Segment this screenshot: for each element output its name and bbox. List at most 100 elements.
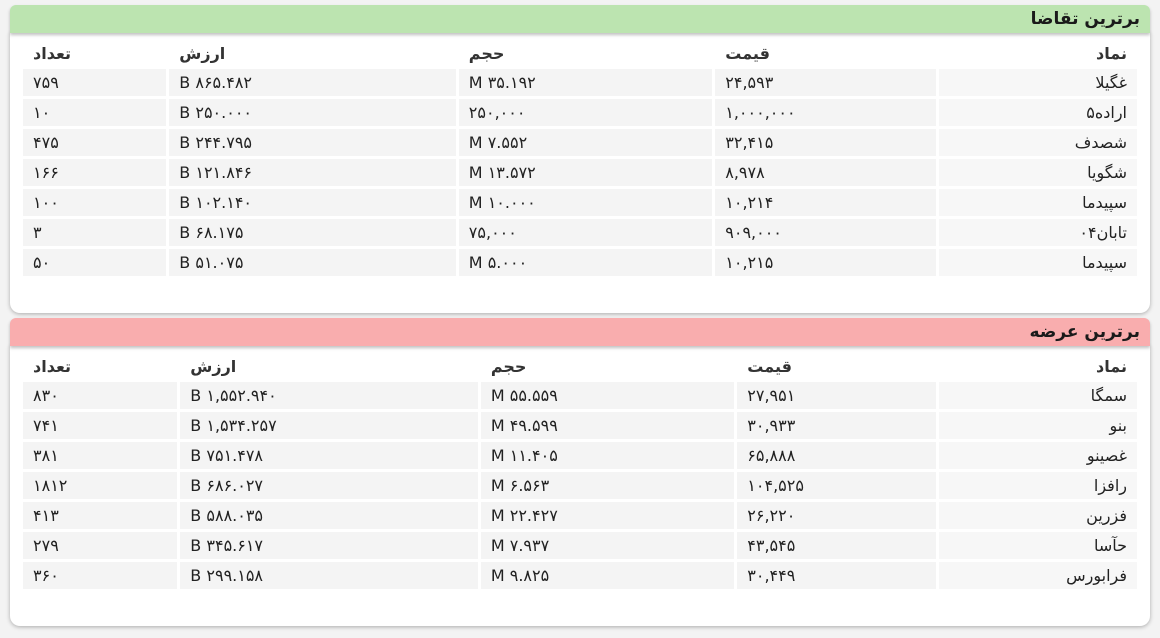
cell-price: ۱۰,۲۱۵ — [715, 249, 936, 276]
cell-count: ۱۰ — [23, 99, 167, 126]
cell-volume: ۱۳.۵۷۲ M — [458, 159, 713, 186]
cell-count: ۴۷۵ — [23, 129, 167, 156]
cell-count: ۸۳۰ — [23, 382, 178, 409]
cell-volume: ۷۵,۰۰۰ — [458, 219, 713, 246]
cell-value: ۵۱.۰۷۵ B — [169, 249, 456, 276]
table-row[interactable]: غگیلا ۲۴,۵۹۳ ۳۵.۱۹۲ M ۸۶۵.۴۸۲ B ۷۵۹ — [23, 69, 1137, 96]
column-header-count[interactable]: تعداد — [33, 356, 71, 376]
column-header-price[interactable]: قیمت — [747, 356, 792, 376]
cell-count: ۱۸۱۲ — [23, 472, 178, 499]
cell-volume: ۳۵.۱۹۲ M — [458, 69, 713, 96]
cell-value: ۵۸۸.۰۳۵ B — [180, 502, 478, 529]
cell-value: ۱,۵۳۴.۲۵۷ B — [180, 412, 478, 439]
table-row[interactable]: سمگا ۲۷,۹۵۱ ۵۵.۵۵۹ M ۱,۵۵۲.۹۴۰ B ۸۳۰ — [23, 382, 1137, 409]
top-demand-title: برترین تقاضا — [10, 5, 1150, 33]
cell-volume: ۷.۹۳۷ M — [480, 532, 735, 559]
table-row[interactable]: بنو ۳۰,۹۳۳ ۴۹.۵۹۹ M ۱,۵۳۴.۲۵۷ B ۷۴۱ — [23, 412, 1137, 439]
cell-symbol[interactable]: فزرین — [938, 502, 1137, 529]
table-row[interactable]: سپیدما ۱۰,۲۱۵ ۵.۰۰۰ M ۵۱.۰۷۵ B ۵۰ — [23, 249, 1137, 276]
cell-count: ۴۱۳ — [23, 502, 178, 529]
table-row[interactable]: تابان۰۴ ۹۰۹,۰۰۰ ۷۵,۰۰۰ ۶۸.۱۷۵ B ۳ — [23, 219, 1137, 246]
top-supply-table: نماد قیمت حجم ارزش تعداد سمگا ۲۷,۹۵۱ ۵۵.… — [20, 350, 1140, 592]
cell-value: ۷۵۱.۴۷۸ B — [180, 442, 478, 469]
table-header-row: نماد قیمت حجم ارزش تعداد — [23, 353, 1137, 379]
cell-value: ۱,۵۵۲.۹۴۰ B — [180, 382, 478, 409]
cell-price: ۲۶,۲۲۰ — [737, 502, 936, 529]
top-supply-body: نماد قیمت حجم ارزش تعداد سمگا ۲۷,۹۵۱ ۵۵.… — [10, 346, 1150, 626]
cell-price: ۱,۰۰۰,۰۰۰ — [715, 99, 936, 126]
column-header-volume[interactable]: حجم — [468, 43, 505, 63]
cell-count: ۵۰ — [23, 249, 167, 276]
cell-count: ۳ — [23, 219, 167, 246]
cell-price: ۴۳,۵۴۵ — [737, 532, 936, 559]
cell-count: ۱۶۶ — [23, 159, 167, 186]
table-row[interactable]: شگویا ۸,۹۷۸ ۱۳.۵۷۲ M ۱۲۱.۸۴۶ B ۱۶۶ — [23, 159, 1137, 186]
table-header-row: نماد قیمت حجم ارزش تعداد — [23, 40, 1137, 66]
cell-symbol[interactable]: سمگا — [938, 382, 1137, 409]
cell-symbol[interactable]: شصدف — [938, 129, 1137, 156]
cell-symbol[interactable]: اراده۵ — [938, 99, 1137, 126]
cell-price: ۹۰۹,۰۰۰ — [715, 219, 936, 246]
cell-symbol[interactable]: تابان۰۴ — [938, 219, 1137, 246]
top-demand-panel: برترین تقاضا نماد قیمت حجم ارزش تعداد — [10, 5, 1150, 313]
cell-price: ۳۰,۴۴۹ — [737, 562, 936, 589]
cell-count: ۱۰۰ — [23, 189, 167, 216]
cell-price: ۸,۹۷۸ — [715, 159, 936, 186]
cell-volume: ۵.۰۰۰ M — [458, 249, 713, 276]
cell-price: ۱۰,۲۱۴ — [715, 189, 936, 216]
cell-value: ۶۸۶.۰۲۷ B — [180, 472, 478, 499]
cell-price: ۳۲,۴۱۵ — [715, 129, 936, 156]
column-header-symbol[interactable]: نماد — [1096, 356, 1127, 376]
top-supply-rows: سمگا ۲۷,۹۵۱ ۵۵.۵۵۹ M ۱,۵۵۲.۹۴۰ B ۸۳۰ بنو… — [23, 382, 1137, 589]
cell-price: ۲۴,۵۹۳ — [715, 69, 936, 96]
cell-value: ۲۵۰.۰۰۰ B — [169, 99, 456, 126]
top-demand-rows: غگیلا ۲۴,۵۹۳ ۳۵.۱۹۲ M ۸۶۵.۴۸۲ B ۷۵۹ اراد… — [23, 69, 1137, 276]
cell-count: ۷۵۹ — [23, 69, 167, 96]
cell-count: ۳۶۰ — [23, 562, 178, 589]
cell-symbol[interactable]: سپیدما — [938, 189, 1137, 216]
cell-count: ۷۴۱ — [23, 412, 178, 439]
table-row[interactable]: فرابورس ۳۰,۴۴۹ ۹.۸۲۵ M ۲۹۹.۱۵۸ B ۳۶۰ — [23, 562, 1137, 589]
top-demand-table: نماد قیمت حجم ارزش تعداد غگیلا ۲۴,۵۹۳ ۳۵… — [20, 37, 1140, 279]
cell-volume: ۲۲.۴۲۷ M — [480, 502, 735, 529]
cell-count: ۲۷۹ — [23, 532, 178, 559]
cell-symbol[interactable]: حآسا — [938, 532, 1137, 559]
column-header-price[interactable]: قیمت — [725, 43, 770, 63]
cell-volume: ۵۵.۵۵۹ M — [480, 382, 735, 409]
cell-symbol[interactable]: غصینو — [938, 442, 1137, 469]
table-row[interactable]: اراده۵ ۱,۰۰۰,۰۰۰ ۲۵۰,۰۰۰ ۲۵۰.۰۰۰ B ۱۰ — [23, 99, 1137, 126]
table-row[interactable]: رافزا ۱۰۴,۵۲۵ ۶.۵۶۳ M ۶۸۶.۰۲۷ B ۱۸۱۲ — [23, 472, 1137, 499]
table-row[interactable]: غصینو ۶۵,۸۸۸ ۱۱.۴۰۵ M ۷۵۱.۴۷۸ B ۳۸۱ — [23, 442, 1137, 469]
cell-symbol[interactable]: رافزا — [938, 472, 1137, 499]
cell-value: ۲۹۹.۱۵۸ B — [180, 562, 478, 589]
cell-symbol[interactable]: غگیلا — [938, 69, 1137, 96]
top-supply-title: برترین عرضه — [10, 318, 1150, 346]
cell-volume: ۲۵۰,۰۰۰ — [458, 99, 713, 126]
cell-symbol[interactable]: شگویا — [938, 159, 1137, 186]
cell-value: ۱۰۲.۱۴۰ B — [169, 189, 456, 216]
column-header-value[interactable]: ارزش — [190, 356, 237, 376]
cell-price: ۲۷,۹۵۱ — [737, 382, 936, 409]
cell-price: ۶۵,۸۸۸ — [737, 442, 936, 469]
table-row[interactable]: سپیدما ۱۰,۲۱۴ ۱۰.۰۰۰ M ۱۰۲.۱۴۰ B ۱۰۰ — [23, 189, 1137, 216]
cell-value: ۳۴۵.۶۱۷ B — [180, 532, 478, 559]
column-header-value[interactable]: ارزش — [179, 43, 226, 63]
cell-symbol[interactable]: بنو — [938, 412, 1137, 439]
top-supply-panel: برترین عرضه نماد قیمت حجم ارزش تعداد — [10, 318, 1150, 626]
table-row[interactable]: شصدف ۳۲,۴۱۵ ۷.۵۵۲ M ۲۴۴.۷۹۵ B ۴۷۵ — [23, 129, 1137, 156]
table-row[interactable]: فزرین ۲۶,۲۲۰ ۲۲.۴۲۷ M ۵۸۸.۰۳۵ B ۴۱۳ — [23, 502, 1137, 529]
cell-volume: ۹.۸۲۵ M — [480, 562, 735, 589]
cell-volume: ۱۱.۴۰۵ M — [480, 442, 735, 469]
cell-price: ۱۰۴,۵۲۵ — [737, 472, 936, 499]
cell-symbol[interactable]: فرابورس — [938, 562, 1137, 589]
column-header-count[interactable]: تعداد — [33, 43, 71, 63]
column-header-volume[interactable]: حجم — [490, 356, 527, 376]
cell-volume: ۴۹.۵۹۹ M — [480, 412, 735, 439]
cell-symbol[interactable]: سپیدما — [938, 249, 1137, 276]
cell-volume: ۶.۵۶۳ M — [480, 472, 735, 499]
cell-value: ۸۶۵.۴۸۲ B — [169, 69, 456, 96]
top-demand-body: نماد قیمت حجم ارزش تعداد غگیلا ۲۴,۵۹۳ ۳۵… — [10, 33, 1150, 313]
column-header-symbol[interactable]: نماد — [1096, 43, 1127, 63]
table-row[interactable]: حآسا ۴۳,۵۴۵ ۷.۹۳۷ M ۳۴۵.۶۱۷ B ۲۷۹ — [23, 532, 1137, 559]
cell-count: ۳۸۱ — [23, 442, 178, 469]
